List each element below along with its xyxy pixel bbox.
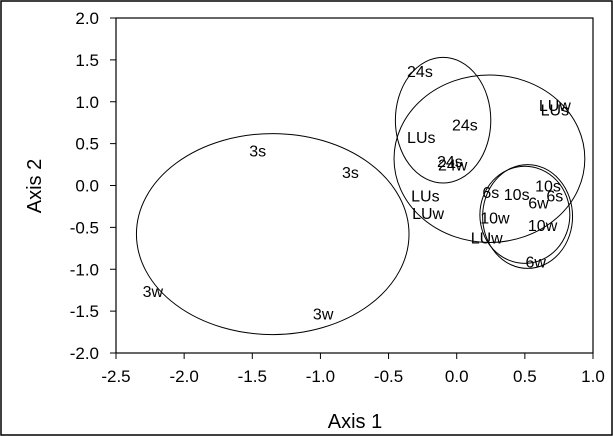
plot-area bbox=[115, 17, 594, 354]
y-tick-label: 2.0 bbox=[75, 9, 99, 28]
x-tick-label: -0.5 bbox=[374, 367, 403, 386]
y-tick-label: 0.5 bbox=[75, 135, 99, 154]
ellipse-layer bbox=[135, 56, 586, 336]
x-tick-label: 0.0 bbox=[445, 367, 469, 386]
y-tick-label: -2.0 bbox=[70, 344, 99, 363]
group-ellipse-4 bbox=[479, 165, 571, 264]
x-tick-label: -1.0 bbox=[306, 367, 335, 386]
point-label: LUw bbox=[412, 206, 444, 223]
y-tick-label: -1.0 bbox=[70, 260, 99, 279]
point-label: 10w bbox=[480, 210, 510, 227]
point-label: 24s bbox=[407, 64, 433, 81]
y-axis-title: Axis 2 bbox=[24, 159, 46, 213]
point-label: 6w bbox=[528, 195, 549, 212]
x-tick-label: 1.0 bbox=[581, 367, 605, 386]
point-label: 3w bbox=[143, 284, 164, 301]
x-axis-title: Axis 1 bbox=[328, 411, 382, 433]
y-tick-label: -0.5 bbox=[70, 218, 99, 237]
x-tick-label: -2.5 bbox=[101, 367, 130, 386]
y-tick-label: 1.0 bbox=[75, 93, 99, 112]
group-ellipse-2 bbox=[394, 56, 492, 184]
point-label: 3s bbox=[342, 165, 359, 182]
point-label: LUw bbox=[539, 98, 571, 115]
x-tick-label: -1.5 bbox=[238, 367, 267, 386]
y-tick-label: -1.5 bbox=[70, 302, 99, 321]
point-label: 3w bbox=[313, 307, 334, 324]
point-label: LUs bbox=[541, 102, 569, 119]
tick-layer: -2.5 -2.0 -1.5 -1.0 -0.5 0.0 0.5 1.0-2.0-1.5-1.… bbox=[70, 9, 605, 386]
point-label: 24s bbox=[437, 154, 463, 171]
group-ellipse-1 bbox=[135, 133, 410, 336]
point-label: LUs bbox=[407, 130, 435, 147]
point-label: 10s bbox=[504, 187, 530, 204]
point-label: LUw bbox=[471, 230, 503, 247]
y-tick-label: 1.5 bbox=[75, 51, 99, 70]
point-label: 10s bbox=[535, 179, 561, 196]
x-tick-label: -2.0 bbox=[169, 367, 198, 386]
point-label: 6s bbox=[546, 189, 563, 206]
point-label: 10w bbox=[528, 218, 558, 235]
point-label: 24w bbox=[438, 158, 468, 175]
group-ellipse-5 bbox=[482, 164, 574, 269]
x-tick-label: 0.5 bbox=[513, 367, 537, 386]
point-label: 3s bbox=[249, 143, 266, 160]
point-label: 6s bbox=[482, 185, 499, 202]
group-ellipse-3 bbox=[393, 74, 586, 243]
point-label: 6w bbox=[526, 255, 547, 272]
point-label: LUs bbox=[411, 189, 439, 206]
y-tick-label: 0.0 bbox=[75, 177, 99, 196]
point-label: 24s bbox=[452, 117, 478, 134]
